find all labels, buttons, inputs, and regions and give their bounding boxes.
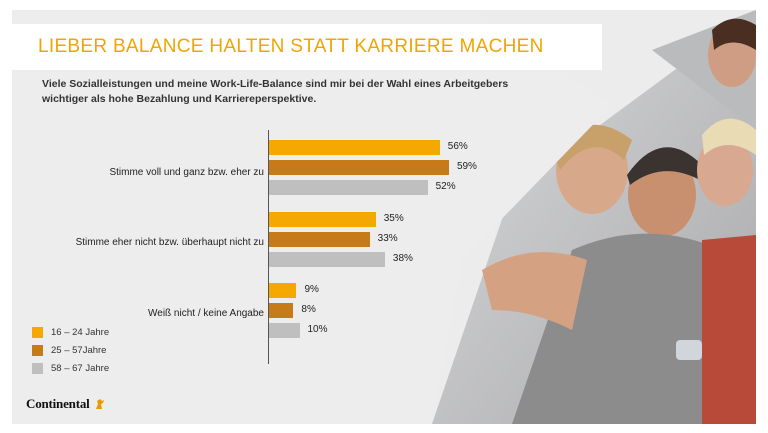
data-label-2-series-1: 35% xyxy=(383,213,404,224)
chart-axis xyxy=(268,130,269,364)
bar-2-series-2 xyxy=(269,232,370,247)
category-label-agree: Stimme voll und ganz bzw. eher zu xyxy=(109,167,264,178)
data-label-1-series-2: 59% xyxy=(456,161,477,172)
bar-2-series-1 xyxy=(269,212,376,227)
bar-3-series-2 xyxy=(269,303,294,318)
legend-label: 58 – 67 Jahre xyxy=(51,362,110,374)
background-photo xyxy=(432,10,756,424)
legend-item-58-67: 58 – 67 Jahre xyxy=(32,359,109,377)
data-label-1-series-3: 52% xyxy=(435,181,456,192)
continental-logo: Continental xyxy=(26,396,106,412)
legend-swatch xyxy=(32,326,43,338)
legend: 16 – 24 Jahre 25 – 57Jahre 58 – 67 Jahre xyxy=(32,323,109,377)
data-label-2-series-3: 38% xyxy=(392,253,413,264)
horse-icon xyxy=(95,399,104,409)
bar-1-series-3 xyxy=(269,180,428,195)
page-title: LIEBER BALANCE HALTEN STATT KARRIERE MAC… xyxy=(38,36,544,57)
title-bar xyxy=(12,24,602,70)
data-label-2-series-2: 33% xyxy=(377,233,398,244)
category-label-no-answer: Weiß nicht / keine Angabe xyxy=(148,308,264,319)
data-label-1-series-1: 56% xyxy=(447,141,468,152)
data-label-3-series-3: 10% xyxy=(307,324,328,335)
legend-item-16-24: 16 – 24 Jahre xyxy=(32,323,109,341)
bar-1-series-2 xyxy=(269,160,449,175)
legend-label: 25 – 57Jahre xyxy=(51,344,107,356)
legend-label: 16 – 24 Jahre xyxy=(51,326,110,338)
logo-text: Continental xyxy=(26,396,90,411)
category-label-disagree: Stimme eher nicht bzw. überhaupt nicht z… xyxy=(75,237,264,248)
bar-2-series-3 xyxy=(269,252,385,267)
bar-1-series-1 xyxy=(269,140,440,155)
legend-swatch xyxy=(32,344,43,356)
slide: LIEBER BALANCE HALTEN STATT KARRIERE MAC… xyxy=(12,10,756,424)
data-label-3-series-1: 9% xyxy=(304,284,319,295)
bar-3-series-1 xyxy=(269,283,297,298)
legend-swatch xyxy=(32,362,43,374)
chart-subtitle: Viele Sozialleistungen und meine Work-Li… xyxy=(42,78,509,105)
legend-item-25-57: 25 – 57Jahre xyxy=(32,341,109,359)
data-label-3-series-2: 8% xyxy=(301,304,316,315)
bar-3-series-3 xyxy=(269,323,300,338)
